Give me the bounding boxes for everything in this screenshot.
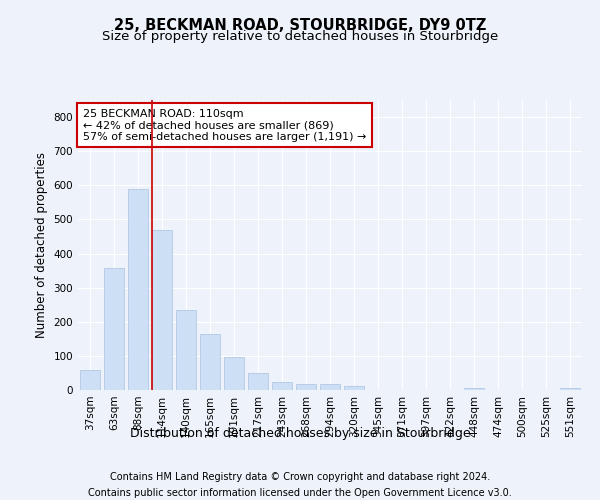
Text: Size of property relative to detached houses in Stourbridge: Size of property relative to detached ho… (102, 30, 498, 43)
Y-axis label: Number of detached properties: Number of detached properties (35, 152, 48, 338)
Bar (80, 370, 100, 390)
Bar (560, 388, 580, 390)
Bar (248, 374, 268, 390)
Bar (224, 357, 244, 390)
Bar (344, 386, 364, 390)
Text: Contains public sector information licensed under the Open Government Licence v3: Contains public sector information licen… (88, 488, 512, 498)
Text: Contains HM Land Registry data © Crown copyright and database right 2024.: Contains HM Land Registry data © Crown c… (110, 472, 490, 482)
Bar (296, 384, 316, 390)
Bar (464, 388, 484, 390)
Bar (104, 268, 124, 390)
Bar (272, 382, 292, 390)
Bar (200, 334, 220, 390)
Bar (128, 188, 148, 390)
Bar (152, 230, 172, 390)
Bar (176, 310, 196, 390)
Text: 25, BECKMAN ROAD, STOURBRIDGE, DY9 0TZ: 25, BECKMAN ROAD, STOURBRIDGE, DY9 0TZ (114, 18, 486, 32)
Text: 25 BECKMAN ROAD: 110sqm
← 42% of detached houses are smaller (869)
57% of semi-d: 25 BECKMAN ROAD: 110sqm ← 42% of detache… (83, 108, 367, 142)
Text: Distribution of detached houses by size in Stourbridge: Distribution of detached houses by size … (130, 428, 470, 440)
Bar (320, 384, 340, 390)
